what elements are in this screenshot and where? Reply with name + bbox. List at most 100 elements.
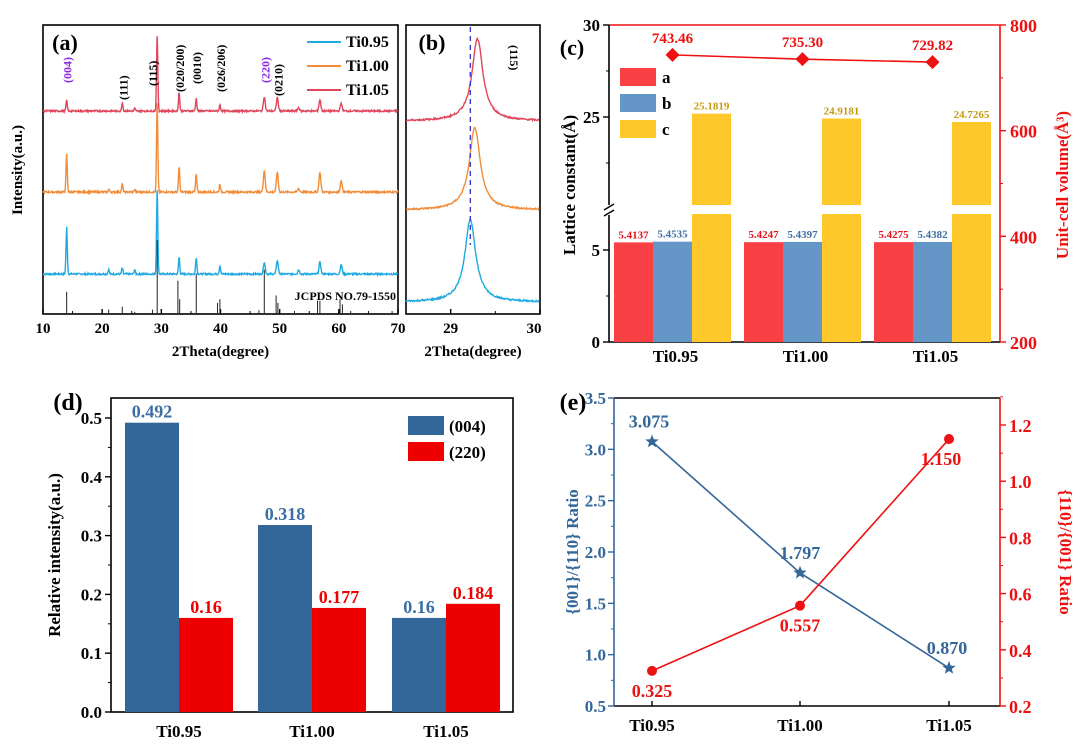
legend-label: c bbox=[662, 120, 670, 139]
volume-value-label: 743.46 bbox=[652, 31, 694, 47]
peak-annotation: (111) bbox=[116, 75, 130, 100]
bar-value-label: 0.16 bbox=[190, 597, 222, 617]
peak-annotation: (220) bbox=[258, 57, 272, 83]
star-marker bbox=[793, 565, 807, 579]
legend-label: Ti1.05 bbox=[346, 82, 389, 99]
volume-value-label: 729.82 bbox=[912, 38, 953, 54]
legend-label: (220) bbox=[449, 443, 486, 462]
legend-label: Ti0.95 bbox=[346, 34, 389, 51]
x-tick-label: 50 bbox=[272, 321, 287, 337]
bar-value-label: 5.4137 bbox=[618, 229, 649, 241]
bar-b bbox=[913, 241, 952, 342]
y-tick-label: 2.5 bbox=[585, 492, 606, 511]
bar-a bbox=[614, 242, 653, 342]
y-tick-label: 25 bbox=[583, 108, 600, 127]
bar-(004) bbox=[392, 617, 446, 712]
y2-tick-label: 0.8 bbox=[1009, 528, 1032, 548]
x-tick-label: Ti1.00 bbox=[289, 722, 335, 741]
panel-e-letter: (e) bbox=[560, 390, 587, 416]
x-tick-label: 60 bbox=[331, 321, 346, 337]
y-tick-label: 0.3 bbox=[81, 527, 102, 546]
bar-c-upper bbox=[822, 118, 861, 205]
legend-label: a bbox=[662, 68, 671, 87]
peak-annotation: (004) bbox=[61, 57, 75, 83]
bar-a bbox=[874, 242, 913, 342]
x-tick-label: 30 bbox=[154, 321, 169, 337]
volume-marker bbox=[795, 52, 810, 67]
volume-marker bbox=[925, 55, 940, 70]
peak-annotation: (115) bbox=[507, 45, 521, 70]
peak-annotation: (026/206) bbox=[214, 45, 228, 92]
x-tick-label: Ti1.05 bbox=[913, 347, 959, 366]
data-value-label: 0.325 bbox=[632, 681, 673, 701]
y-tick-label: 1.0 bbox=[585, 646, 606, 665]
y-tick-label: 0.5 bbox=[585, 697, 606, 716]
bar-(004) bbox=[258, 525, 312, 712]
star-marker bbox=[942, 661, 956, 674]
bar-value-label: 0.16 bbox=[403, 597, 435, 617]
bar-c-lower bbox=[692, 214, 731, 342]
y-axis-label: Lattice constant(Å) bbox=[560, 115, 579, 255]
x-tick-label: Ti1.00 bbox=[783, 347, 829, 366]
panel-a: (a) 10 20 30 40 50 60 70 2Theta(degree) Intensity… bbox=[10, 24, 406, 360]
y-tick-label: 3.5 bbox=[585, 389, 606, 408]
y-tick-label: 5 bbox=[592, 241, 601, 260]
x-tick-label: Ti0.95 bbox=[156, 722, 202, 741]
peak-annotation: (020/200) bbox=[173, 45, 187, 92]
bar-value-label: 0.177 bbox=[319, 587, 360, 607]
y2-tick-label: 0.4 bbox=[1009, 641, 1032, 661]
data-value-label: 0.870 bbox=[927, 638, 968, 658]
y-axis-label: {001}/{110} Ratio bbox=[563, 489, 582, 615]
y-tick-label: 0.4 bbox=[81, 468, 103, 487]
xrd-curve-Ti0.95 bbox=[42, 190, 399, 278]
legend-swatch bbox=[408, 442, 444, 461]
x-tick-label: 40 bbox=[213, 321, 228, 337]
y-tick-label: 1.5 bbox=[585, 594, 606, 613]
x-axis-label: 2Theta(degree) bbox=[424, 344, 521, 360]
peak-annotation: (115) bbox=[146, 61, 160, 86]
bar-value-label: 24.9181 bbox=[824, 106, 860, 118]
peak-curve-Ti0.95 bbox=[405, 217, 540, 304]
bar-b bbox=[653, 241, 692, 342]
legend-swatch bbox=[620, 94, 656, 112]
y-tick-label: 30 bbox=[583, 16, 600, 35]
panel-c-letter: (c) bbox=[560, 35, 584, 60]
axis-break-mark bbox=[603, 209, 615, 217]
data-value-label: 3.075 bbox=[629, 412, 670, 432]
panel-b-frame bbox=[405, 24, 541, 315]
peak-annotation: (0010) bbox=[190, 52, 204, 84]
y-tick-label: 0.5 bbox=[81, 409, 102, 428]
bar-a bbox=[744, 242, 783, 342]
y2-tick-label: 800 bbox=[1010, 16, 1037, 36]
panel-b-letter: (b) bbox=[419, 30, 446, 55]
bar-c-lower bbox=[822, 214, 861, 342]
volume-marker bbox=[665, 47, 680, 62]
y2-tick-label: 400 bbox=[1010, 227, 1037, 247]
y2-tick-label: 0.6 bbox=[1009, 585, 1032, 605]
bar-(220) bbox=[179, 617, 233, 712]
x-tick-label: Ti0.95 bbox=[653, 347, 699, 366]
bar-b bbox=[783, 241, 822, 342]
xrd-curve-Ti1.05 bbox=[42, 36, 399, 115]
data-value-label: 1.797 bbox=[780, 543, 821, 563]
y-tick-label: 0.1 bbox=[81, 644, 102, 663]
bar-(220) bbox=[446, 603, 500, 712]
x-tick-label: 29 bbox=[443, 321, 458, 337]
y2-tick-label: 1.2 bbox=[1009, 416, 1032, 436]
peak-curve-Ti1.00 bbox=[405, 126, 540, 212]
panel-a-letter: (a) bbox=[52, 30, 78, 55]
legend-label: Ti1.00 bbox=[346, 58, 389, 75]
x-tick-label: Ti1.00 bbox=[777, 716, 823, 735]
x-axis-label: 2Theta(degree) bbox=[172, 344, 269, 360]
x-tick-label: 10 bbox=[36, 321, 51, 337]
panel-e: (e) 0.5 1.0 1.5 2.0 2.5 3.0 3.5 0.2 0.4 0.6 0.8 1.0 1… bbox=[560, 389, 1075, 735]
legend-label: b bbox=[662, 94, 671, 113]
bar-(220) bbox=[312, 607, 366, 712]
bar-value-label: 5.4535 bbox=[657, 229, 688, 241]
data-value-label: 1.150 bbox=[921, 449, 962, 469]
y-axis-label: Intensity(a.u.) bbox=[10, 125, 26, 215]
x-tick-label: Ti0.95 bbox=[629, 716, 675, 735]
bar-value-label: 5.4397 bbox=[787, 229, 818, 241]
y-tick-label: 0 bbox=[592, 333, 601, 352]
